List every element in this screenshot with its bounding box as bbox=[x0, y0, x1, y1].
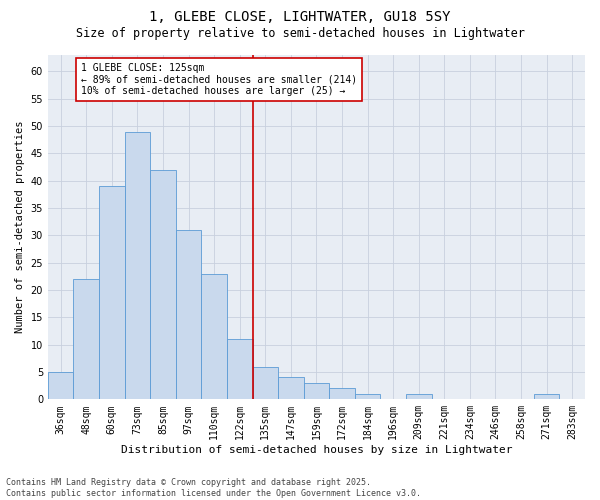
Text: 1, GLEBE CLOSE, LIGHTWATER, GU18 5SY: 1, GLEBE CLOSE, LIGHTWATER, GU18 5SY bbox=[149, 10, 451, 24]
X-axis label: Distribution of semi-detached houses by size in Lightwater: Distribution of semi-detached houses by … bbox=[121, 445, 512, 455]
Bar bbox=[99, 186, 125, 400]
Bar bbox=[125, 132, 150, 400]
Text: Size of property relative to semi-detached houses in Lightwater: Size of property relative to semi-detach… bbox=[76, 28, 524, 40]
Bar bbox=[406, 394, 431, 400]
Y-axis label: Number of semi-detached properties: Number of semi-detached properties bbox=[15, 121, 25, 334]
Bar bbox=[329, 388, 355, 400]
Text: Contains HM Land Registry data © Crown copyright and database right 2025.
Contai: Contains HM Land Registry data © Crown c… bbox=[6, 478, 421, 498]
Text: 1 GLEBE CLOSE: 125sqm
← 89% of semi-detached houses are smaller (214)
10% of sem: 1 GLEBE CLOSE: 125sqm ← 89% of semi-deta… bbox=[81, 63, 357, 96]
Bar bbox=[534, 394, 559, 400]
Bar bbox=[278, 378, 304, 400]
Bar bbox=[150, 170, 176, 400]
Bar bbox=[202, 274, 227, 400]
Bar bbox=[355, 394, 380, 400]
Bar bbox=[253, 366, 278, 400]
Bar bbox=[73, 279, 99, 400]
Bar bbox=[176, 230, 202, 400]
Bar bbox=[304, 383, 329, 400]
Bar bbox=[227, 339, 253, 400]
Bar bbox=[48, 372, 73, 400]
